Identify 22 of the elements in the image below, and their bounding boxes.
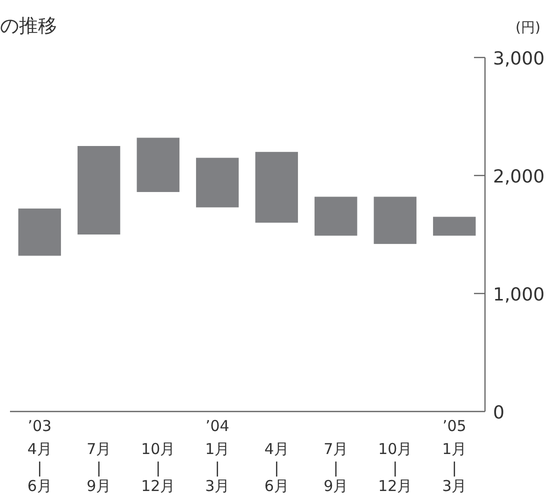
- x-tick-label: ’04 1月 | 3月: [205, 417, 230, 495]
- bar: [433, 216, 476, 236]
- bar: [314, 196, 358, 236]
- bar: [18, 208, 61, 256]
- x-tick-label: ’05 1月 | 3月: [442, 417, 467, 495]
- x-tick-label: 7月 | 9月: [86, 440, 112, 495]
- bar: [255, 152, 298, 223]
- y-tick-label: 1,000: [493, 284, 545, 306]
- bar: [196, 158, 239, 208]
- x-tick-label: 7月 | 9月: [324, 440, 348, 495]
- x-tick-label: 4月 | 6月: [264, 440, 289, 495]
- x-tick-label: ’03 4月 | 6月: [27, 417, 52, 495]
- x-tick-label: 10月 | 12月: [378, 440, 412, 495]
- bar: [374, 196, 416, 244]
- y-tick-label: 3,000: [493, 48, 545, 70]
- x-tick-label: 10月 | 12月: [141, 440, 176, 495]
- y-axis-title: (円): [516, 20, 540, 36]
- bar: [136, 138, 180, 192]
- y-tick-label: 0: [493, 402, 504, 424]
- chart-title: の推移: [0, 15, 57, 37]
- y-tick-label: 2,000: [493, 166, 545, 188]
- bar: [78, 146, 120, 234]
